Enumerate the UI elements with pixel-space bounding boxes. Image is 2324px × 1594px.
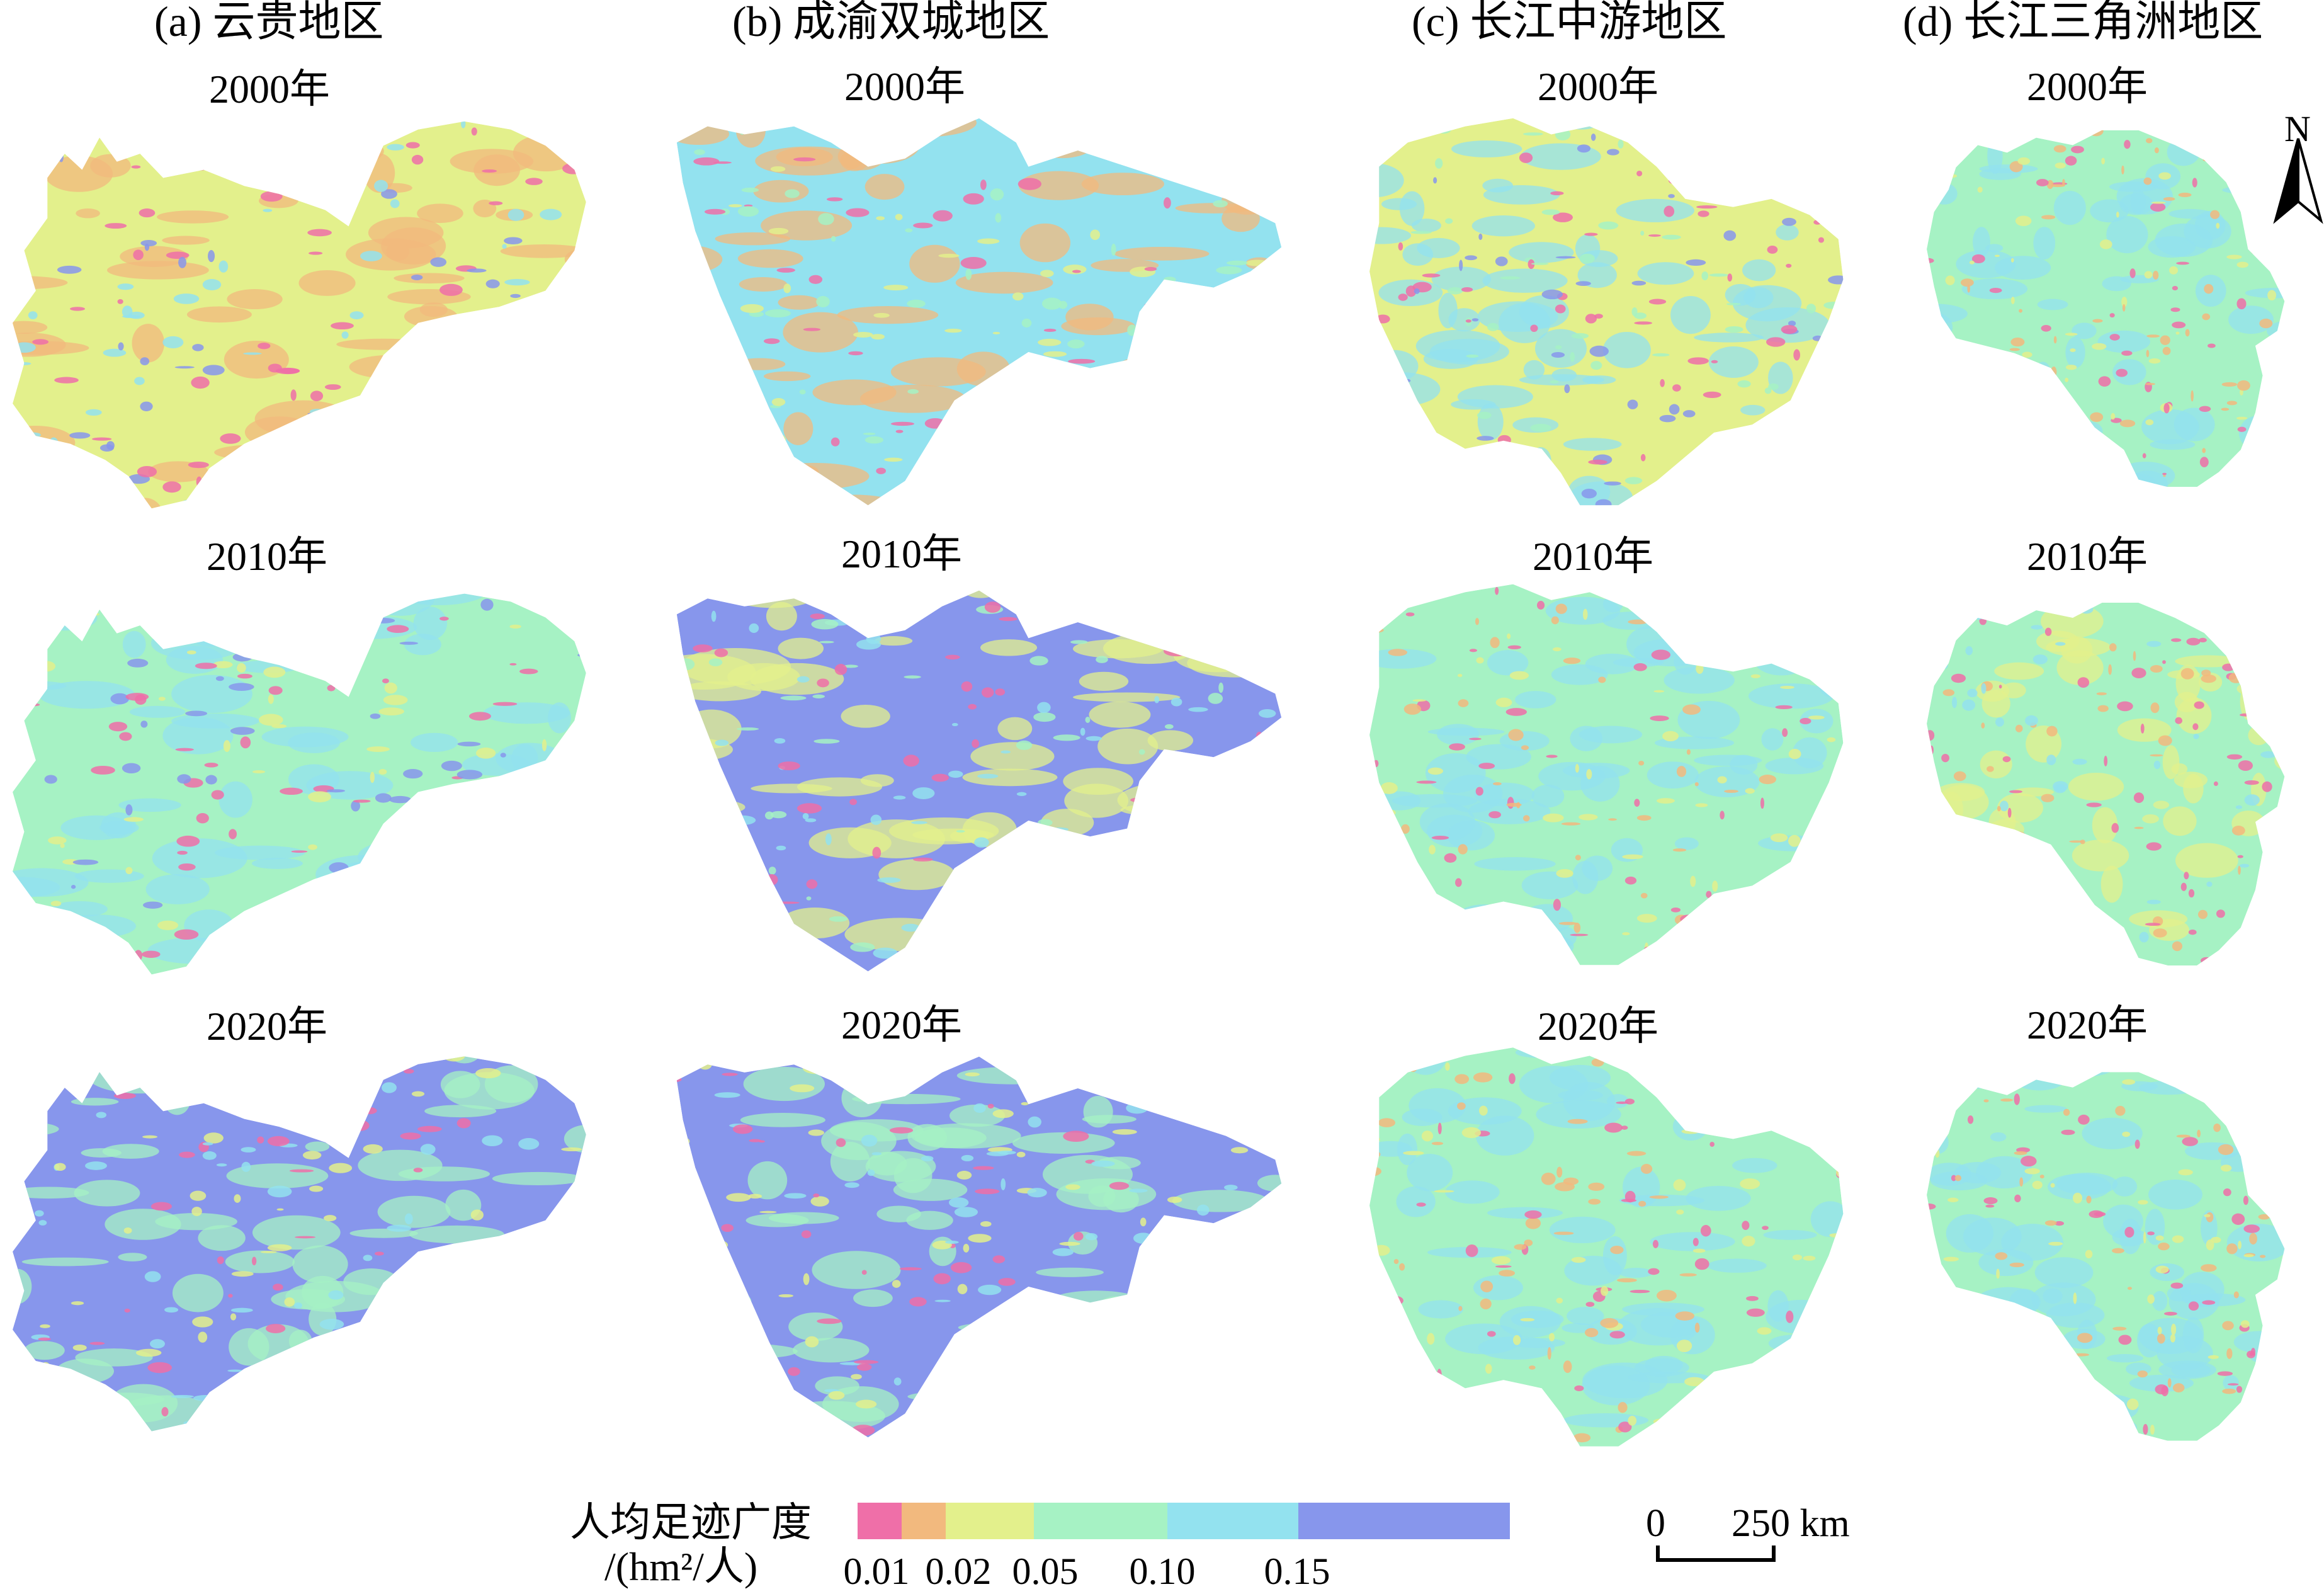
year-label-a-2010: 2010年 bbox=[207, 534, 327, 579]
legend-swatch-4 bbox=[1034, 1503, 1167, 1539]
scale-bar bbox=[1657, 1558, 1774, 1562]
column-title-c: (c) 长江中游地区 bbox=[1412, 0, 1727, 45]
legend-tick-0.15: 0.15 bbox=[1264, 1551, 1330, 1592]
map-yungui-2020 bbox=[13, 1049, 592, 1439]
column-title-b: (b) 成渝双城地区 bbox=[732, 0, 1050, 45]
legend-color-bar bbox=[858, 1503, 1510, 1539]
year-label-a-2020: 2020年 bbox=[207, 1004, 327, 1049]
map-yungui-2010 bbox=[13, 586, 592, 982]
year-label-a-2000: 2000年 bbox=[209, 67, 330, 111]
scale-bar-tick-right bbox=[1772, 1546, 1776, 1562]
map-yungui-2000 bbox=[13, 113, 592, 516]
scale-bar-end: 250 km bbox=[1732, 1502, 1850, 1545]
map-chengyu-2000 bbox=[671, 110, 1288, 513]
legend-tick-0.05: 0.05 bbox=[1012, 1551, 1079, 1592]
column-title-a: (a) 云贵地区 bbox=[154, 0, 384, 45]
column-title-d: (d) 长江三角洲地区 bbox=[1903, 0, 2264, 45]
legend-title: 人均足迹广度 bbox=[570, 1500, 812, 1545]
legend-swatch-2 bbox=[902, 1503, 946, 1539]
year-label-b-2000: 2000年 bbox=[844, 64, 965, 109]
map-chengyu-2020 bbox=[671, 1049, 1288, 1445]
map-changjiang-middle-2010 bbox=[1369, 576, 1848, 973]
legend-swatch-5 bbox=[1167, 1503, 1298, 1539]
year-label-c-2010: 2010年 bbox=[1533, 534, 1653, 579]
year-label-c-2020: 2020年 bbox=[1538, 1004, 1658, 1049]
legend-swatch-3 bbox=[946, 1503, 1034, 1539]
map-chengyu-2010 bbox=[671, 583, 1288, 979]
map-changjiang-middle-2020 bbox=[1369, 1039, 1848, 1455]
legend-swatch-6 bbox=[1298, 1503, 1510, 1539]
north-arrow-icon bbox=[2273, 113, 2323, 227]
legend-unit: /(hm²/人) bbox=[604, 1544, 758, 1589]
map-changjiang-middle-2000 bbox=[1369, 110, 1848, 513]
map-changjiang-delta-2010 bbox=[1927, 595, 2292, 973]
scale-bar-tick-left bbox=[1656, 1546, 1660, 1562]
legend-tick-0.02: 0.02 bbox=[925, 1551, 992, 1592]
year-label-d-2020: 2020年 bbox=[2027, 1003, 2148, 1047]
year-label-b-2020: 2020年 bbox=[841, 1003, 962, 1047]
year-label-d-2000: 2000年 bbox=[2027, 64, 2148, 109]
year-label-d-2010: 2010年 bbox=[2027, 534, 2148, 579]
year-label-c-2000: 2000年 bbox=[1538, 64, 1658, 109]
legend-swatch-1 bbox=[858, 1503, 902, 1539]
year-label-b-2010: 2010年 bbox=[841, 532, 962, 576]
map-changjiang-delta-2020 bbox=[1927, 1064, 2292, 1449]
legend-tick-0.01: 0.01 bbox=[843, 1551, 910, 1592]
map-changjiang-delta-2000 bbox=[1927, 123, 2292, 494]
legend-tick-0.10: 0.10 bbox=[1129, 1551, 1196, 1592]
scale-bar-start: 0 bbox=[1646, 1502, 1665, 1545]
